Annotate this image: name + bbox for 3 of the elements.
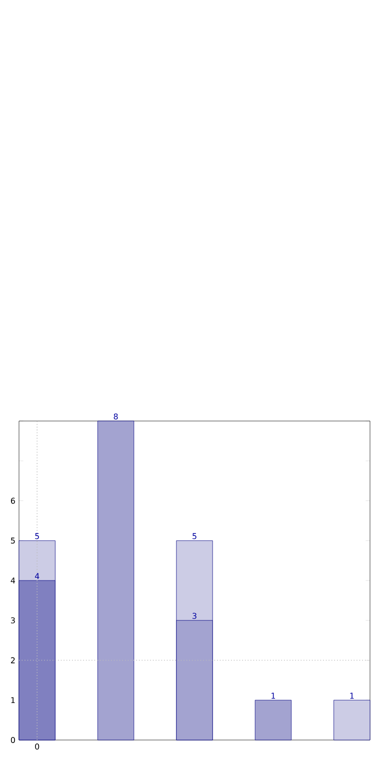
bar	[254, 700, 292, 740]
bar	[98, 420, 134, 740]
bar	[334, 700, 370, 740]
